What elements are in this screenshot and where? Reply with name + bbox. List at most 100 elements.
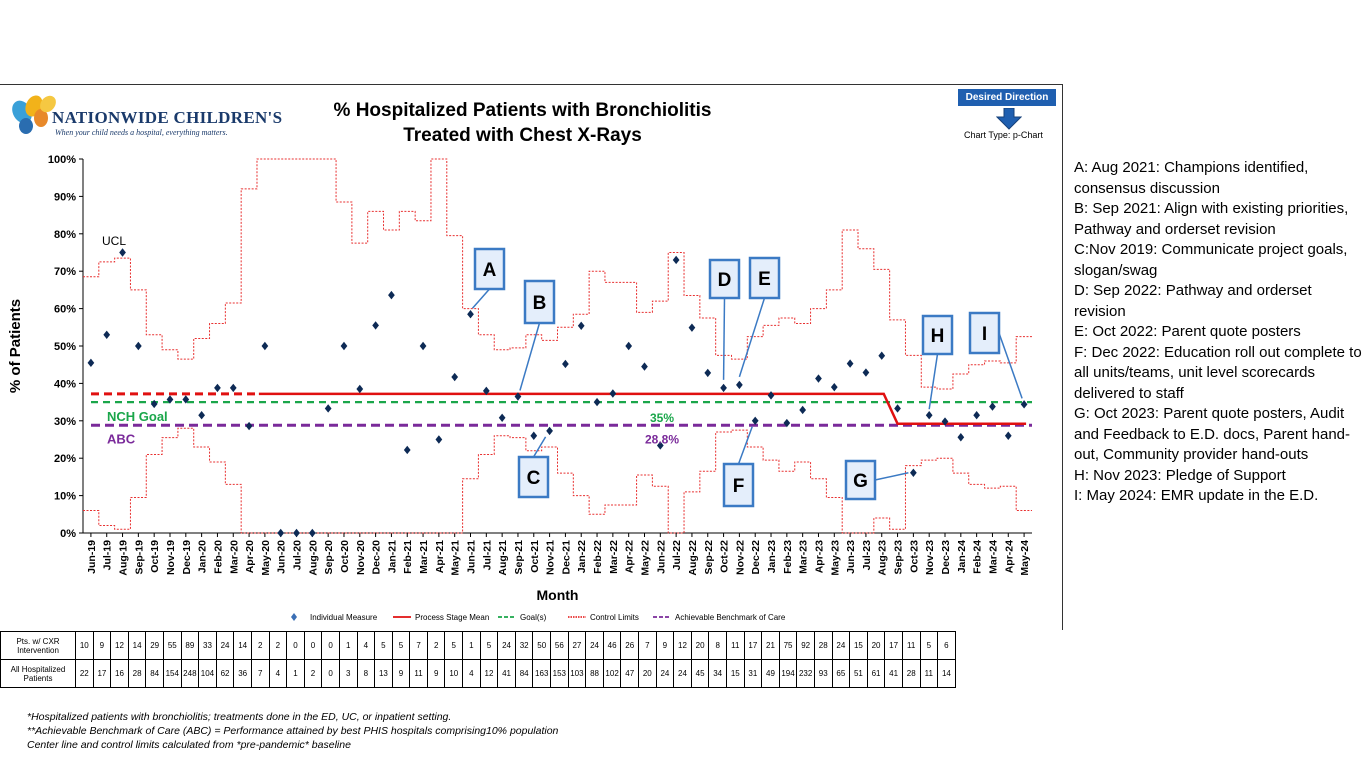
table-cell: 20 bbox=[638, 659, 657, 688]
data-point bbox=[340, 341, 348, 351]
x-tick-label: Apr-22 bbox=[624, 540, 636, 573]
data-point bbox=[293, 528, 300, 538]
data-point bbox=[388, 290, 395, 300]
table-cell: 15 bbox=[849, 631, 868, 660]
callout-box bbox=[921, 314, 954, 356]
note-item: F: Dec 2022: Education roll out complete… bbox=[1074, 343, 1362, 402]
callout-arrow bbox=[722, 297, 726, 380]
note-item: B: Sep 2021: Align with existing priorit… bbox=[1074, 200, 1349, 238]
table-cell: 14 bbox=[127, 631, 147, 660]
x-tick-label: Dec-21 bbox=[560, 540, 572, 575]
data-point bbox=[214, 383, 221, 393]
table-cell: 12 bbox=[673, 631, 692, 660]
table-cell: 0 bbox=[303, 631, 323, 660]
note-item: E: Oct 2022: Parent quote posters bbox=[1074, 323, 1301, 340]
x-tick-label: May-23 bbox=[829, 540, 841, 576]
table-cell: 92 bbox=[796, 631, 815, 660]
table-cell: 24 bbox=[673, 659, 692, 688]
y-tick-label: 10% bbox=[54, 491, 76, 503]
table-cell: 0 bbox=[286, 631, 305, 660]
y-tick-label: 40% bbox=[54, 378, 76, 390]
data-point bbox=[372, 321, 379, 330]
goal-label: NCH Goal bbox=[107, 409, 168, 424]
table-cell: 11 bbox=[901, 631, 921, 660]
data-point bbox=[356, 384, 364, 394]
table-cell: 56 bbox=[550, 631, 569, 660]
table-cell: 28 bbox=[813, 631, 833, 660]
x-tick-label: Feb-23 bbox=[782, 540, 794, 574]
x-tick-label: Oct-19 bbox=[149, 540, 161, 573]
legend-label: Process Stage Mean bbox=[415, 613, 489, 622]
x-tick-label: Aug-23 bbox=[877, 540, 889, 576]
x-tick-label: Dec-23 bbox=[940, 540, 952, 575]
legend-label: Control Limits bbox=[590, 613, 639, 622]
data-point bbox=[973, 410, 981, 420]
data-point bbox=[514, 392, 522, 401]
table-cell: 10 bbox=[444, 659, 464, 688]
data-point bbox=[134, 341, 142, 351]
callout-label: G bbox=[853, 471, 868, 492]
table-cell: 2 bbox=[426, 631, 446, 660]
table-cell: 8 bbox=[708, 631, 727, 660]
table-cell: 2 bbox=[268, 631, 288, 660]
table-cell: 4 bbox=[268, 659, 288, 688]
data-point bbox=[846, 359, 854, 368]
table-cell: 14 bbox=[233, 631, 252, 660]
data-point bbox=[799, 405, 807, 415]
x-tick-label: Sep-21 bbox=[513, 540, 525, 575]
data-point bbox=[530, 431, 538, 440]
table-cell: 248 bbox=[180, 659, 200, 688]
table-cell: 5 bbox=[374, 631, 393, 660]
note-item: A: Aug 2021: Champions identified, conse… bbox=[1074, 159, 1309, 197]
data-point bbox=[87, 358, 95, 368]
callout-label: F bbox=[733, 476, 745, 497]
table-cell: 89 bbox=[180, 631, 200, 660]
x-tick-label: Mar-23 bbox=[798, 540, 810, 574]
x-tick-label: Sep-22 bbox=[703, 540, 715, 575]
table-cell: 24 bbox=[215, 631, 235, 660]
table-cell: 12 bbox=[479, 659, 499, 688]
table-cell: 14 bbox=[937, 659, 956, 688]
table-cell: 154 bbox=[162, 659, 182, 688]
footnotes: *Hospitalized patients with bronchioliti… bbox=[27, 710, 558, 752]
data-point bbox=[704, 368, 712, 378]
x-tick-label: Nov-23 bbox=[924, 540, 936, 575]
table-cell: 75 bbox=[778, 631, 798, 660]
x-tick-label: May-20 bbox=[260, 540, 272, 576]
x-tick-label: Mar-21 bbox=[418, 540, 430, 574]
legend-marker bbox=[291, 613, 297, 621]
data-point bbox=[593, 397, 601, 407]
x-tick-label: Apr-21 bbox=[434, 540, 446, 573]
table-cell: 84 bbox=[514, 659, 534, 688]
butterfly-logo-icon bbox=[12, 95, 56, 134]
table-cell: 1 bbox=[462, 631, 481, 660]
table-cell: 194 bbox=[778, 659, 798, 688]
table-cell: 1 bbox=[338, 631, 358, 660]
data-point bbox=[277, 528, 285, 538]
abc-label: ABC bbox=[107, 431, 136, 446]
y-tick-label: 70% bbox=[54, 266, 76, 278]
table-cell: 21 bbox=[761, 631, 780, 660]
table-cell: 163 bbox=[532, 659, 552, 688]
chart-title: % Hospitalized Patients with Bronchiolit… bbox=[300, 98, 745, 148]
data-point bbox=[656, 441, 664, 450]
data-point bbox=[941, 417, 949, 426]
x-tick-label: Jan-21 bbox=[386, 540, 398, 573]
x-tick-label: Sep-19 bbox=[133, 540, 145, 575]
table-cell: 3 bbox=[338, 659, 358, 688]
y-tick-label: 0% bbox=[60, 528, 76, 540]
callout-box bbox=[748, 256, 781, 300]
upper-control-limit bbox=[83, 158, 1032, 390]
p-chart: 0% 10% 20% 30% 40% 50% 60% 70% 80% 90% 100% Jun-19 J… bbox=[7, 154, 1032, 622]
data-point bbox=[1004, 431, 1012, 440]
abc-value-label: 28.8% bbox=[645, 432, 679, 446]
data-point bbox=[150, 399, 158, 409]
data-point bbox=[451, 372, 459, 382]
x-tick-label: Jul-22 bbox=[671, 540, 683, 571]
table-cell: 2 bbox=[303, 659, 323, 688]
x-tick-label: Aug-22 bbox=[687, 540, 699, 576]
x-tick-label: May-22 bbox=[639, 540, 651, 576]
data-point bbox=[482, 386, 490, 396]
table-cell: 49 bbox=[761, 659, 780, 688]
table-cell: 17 bbox=[884, 631, 903, 660]
